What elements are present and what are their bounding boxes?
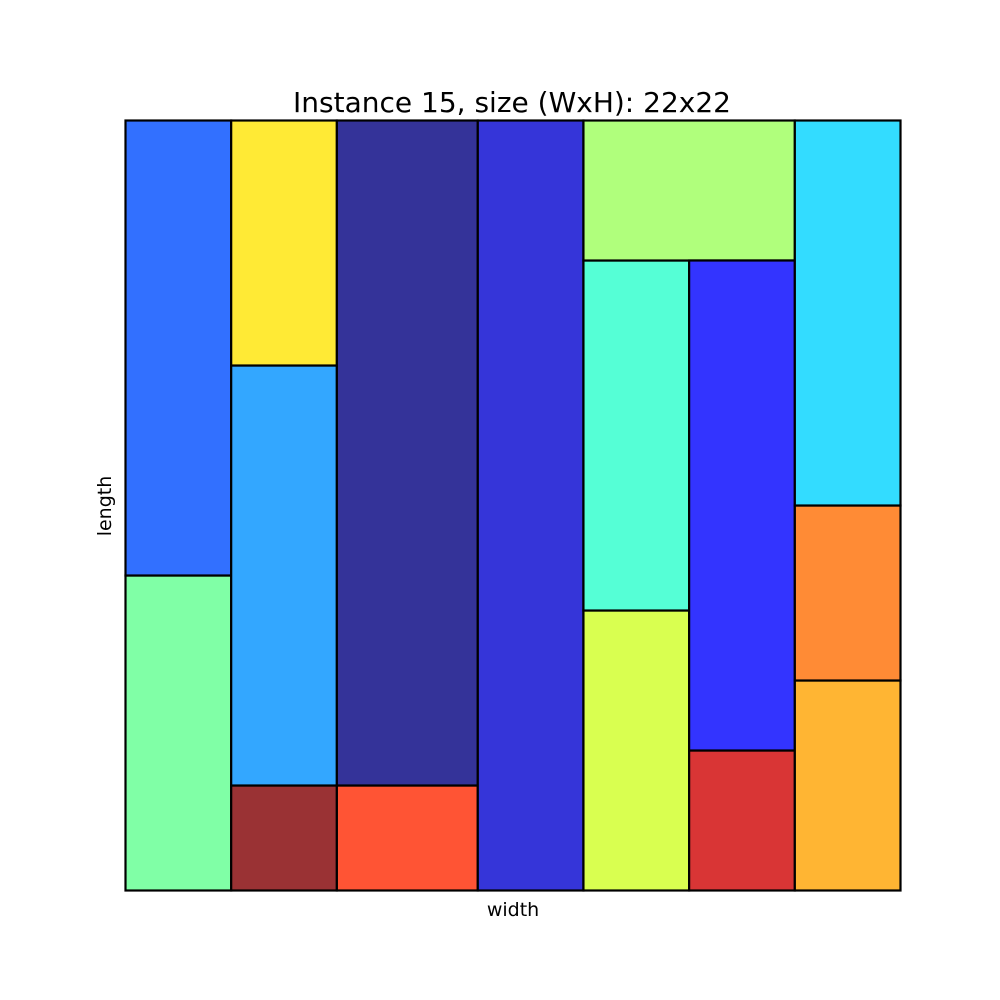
packed-rectangle-1 bbox=[124, 574, 233, 892]
plot-frame bbox=[124, 119, 902, 892]
chart-title: Instance 15, size (WxH): 22x22 bbox=[293, 86, 731, 119]
packed-rectangle-5 bbox=[230, 119, 338, 367]
y-axis-label: length bbox=[94, 476, 116, 537]
packed-rectangle-13 bbox=[688, 259, 796, 752]
packed-rectangle-6 bbox=[335, 784, 479, 892]
packed-rectangle-7 bbox=[335, 119, 479, 787]
packed-rectangle-10 bbox=[582, 259, 691, 612]
packed-rectangle-9 bbox=[582, 609, 691, 892]
packed-rectangle-4 bbox=[230, 364, 338, 787]
packed-rectangle-16 bbox=[793, 119, 902, 507]
packed-rectangle-11 bbox=[582, 119, 796, 262]
packed-rectangle-15 bbox=[793, 504, 902, 682]
packed-rectangle-8 bbox=[476, 119, 585, 892]
rectangles-layer bbox=[124, 119, 902, 892]
packed-rectangle-2 bbox=[124, 119, 233, 577]
packed-rectangle-14 bbox=[793, 679, 902, 892]
x-axis-label: width bbox=[487, 899, 539, 921]
packed-rectangle-12 bbox=[688, 749, 796, 892]
packed-rectangle-3 bbox=[230, 784, 338, 892]
